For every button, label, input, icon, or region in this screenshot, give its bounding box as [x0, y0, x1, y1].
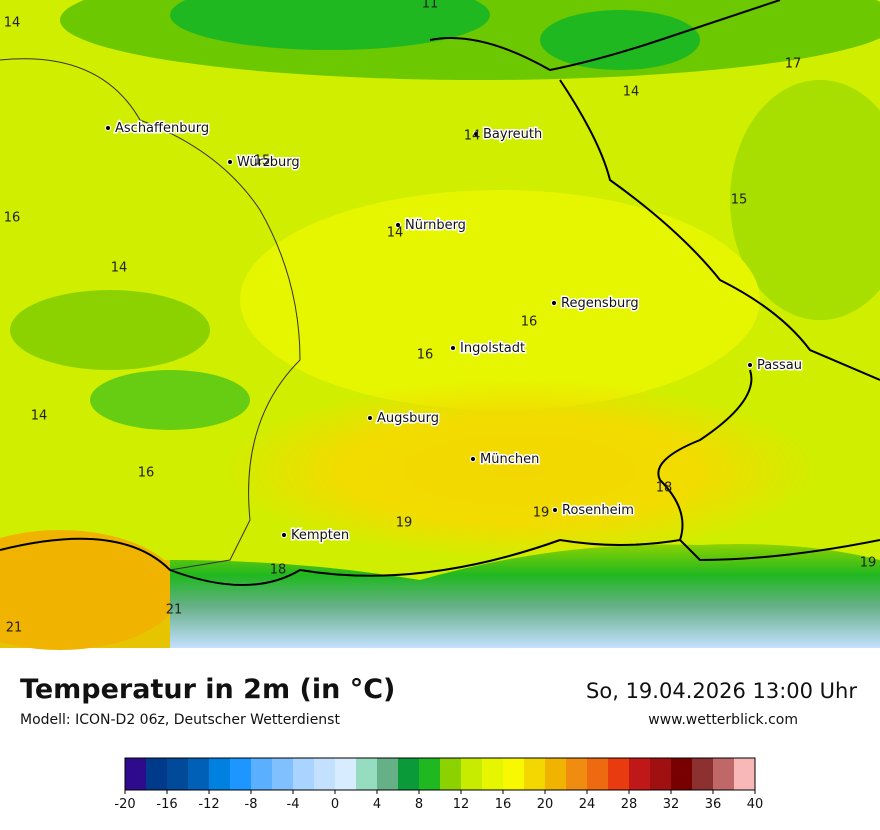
legend-swatch: [251, 758, 273, 790]
website: www.wetterblick.com: [648, 712, 798, 728]
temperature-label: 14: [4, 16, 21, 31]
legend-swatch: [398, 758, 420, 790]
legend-frame: [124, 757, 756, 791]
legend-swatch: [314, 758, 336, 790]
city-name: Augsburg: [377, 411, 439, 426]
legend-swatch: [335, 758, 357, 790]
temperature-label: 11: [422, 0, 439, 12]
legend-swatch: [146, 758, 168, 790]
temperature-label: 14: [387, 226, 404, 241]
legend-swatch: [125, 758, 147, 790]
temperature-label: 18: [270, 563, 287, 578]
temperature-label: 19: [396, 516, 413, 531]
city-dot: [551, 506, 559, 514]
city-dot: [394, 221, 402, 229]
city-dot: [550, 299, 558, 307]
city-name: Ingolstadt: [460, 341, 525, 356]
legend-tick-label: -12: [198, 797, 219, 812]
legend-swatch: [713, 758, 735, 790]
legend-swatch: [209, 758, 231, 790]
legend-swatch: [272, 758, 294, 790]
city-name: Regensburg: [561, 296, 639, 311]
legend-tick-label: 32: [663, 797, 680, 812]
legend-swatch: [167, 758, 189, 790]
legend-tick-label: 16: [495, 797, 512, 812]
legend-swatch: [566, 758, 588, 790]
city-name: Kempten: [291, 528, 349, 543]
temperature-label: 14: [111, 261, 128, 276]
temperature-label: 16: [417, 348, 434, 363]
date: So, 19.04.2026 13:00 Uhr: [586, 679, 857, 703]
legend-swatch: [188, 758, 210, 790]
legend-tick-label: 28: [621, 797, 638, 812]
legend-swatch: [608, 758, 630, 790]
title: Temperatur in 2m (in °C): [20, 674, 395, 705]
legend-tick-label: -16: [156, 797, 177, 812]
city-name: Aschaffenburg: [115, 121, 209, 136]
legend-swatch: [587, 758, 609, 790]
city-dot: [472, 130, 480, 138]
legend-swatch: [671, 758, 693, 790]
temperature-label: 21: [166, 603, 183, 618]
legend-swatch: [293, 758, 315, 790]
legend-swatch: [230, 758, 252, 790]
temperature-label: 18: [656, 481, 673, 496]
temperature-label: 16: [4, 211, 21, 226]
legend-swatch: [461, 758, 483, 790]
color-legend: -20 -16 -12 -8 -4 0 4 8 12 16 20 24 28 32 36 40: [114, 757, 764, 812]
legend-tick-label: -8: [245, 797, 258, 812]
temperature-label: 15: [254, 154, 271, 169]
city-name: Passau: [757, 358, 802, 373]
legend-swatch: [440, 758, 462, 790]
legend-tick-label: 24: [579, 797, 596, 812]
temperature-label: 14: [623, 85, 640, 100]
temperature-label: 19: [533, 506, 550, 521]
subtitle: Modell: ICON-D2 06z, Deutscher Wetterdie…: [20, 712, 340, 728]
legend-swatch: [356, 758, 378, 790]
map: [0, 0, 880, 650]
legend-tick-label: 36: [705, 797, 722, 812]
legend-swatch: [377, 758, 399, 790]
legend-tick-label: 8: [415, 797, 423, 812]
temperature-label: 19: [860, 556, 877, 571]
legend-swatch: [692, 758, 714, 790]
city-dot: [366, 414, 374, 422]
legend-tick-label: 0: [331, 797, 339, 812]
city-dot: [280, 531, 288, 539]
legend-swatch: [734, 758, 756, 790]
legend-tick-label: -4: [287, 797, 300, 812]
legend-tick-label: 20: [537, 797, 554, 812]
temperature-label: 16: [521, 315, 538, 330]
city-dot: [449, 344, 457, 352]
legend-swatch: [482, 758, 504, 790]
city-dot: [469, 455, 477, 463]
city-name: Würzburg: [237, 155, 300, 170]
city-name: Nürnberg: [405, 218, 466, 233]
city-name: Rosenheim: [562, 503, 634, 518]
temperature-label: 14: [31, 409, 48, 424]
city-dot: [226, 158, 234, 166]
legend-swatch: [629, 758, 651, 790]
temperature-label: 15: [731, 193, 748, 208]
legend-tick-label: -20: [114, 797, 135, 812]
temperature-label: 21: [6, 621, 23, 636]
legend-swatch: [650, 758, 672, 790]
legend-swatch: [524, 758, 546, 790]
legend-swatch: [545, 758, 567, 790]
legend-swatch: [503, 758, 525, 790]
city-dot: [746, 361, 754, 369]
legend-tick-label: 12: [453, 797, 470, 812]
city-name: München: [480, 452, 539, 467]
legend-tick-label: 40: [747, 797, 764, 812]
cities: Aschaffenburg Würzburg Bayreuth Nürnberg Reg…: [104, 120, 803, 545]
temperature-labels: 14 11 17 14 14 15 15 16 14 14 16 16 14 16 18 19 19 18 19 21…: [4, 0, 877, 636]
legend-tick-label: 4: [373, 797, 381, 812]
city-name: Bayreuth: [483, 127, 542, 142]
temperature-label: 16: [138, 466, 155, 481]
temperature-label: 17: [785, 57, 802, 72]
temperature-label: 14: [464, 129, 481, 144]
city-dot: [104, 124, 112, 132]
legend-swatch: [419, 758, 441, 790]
